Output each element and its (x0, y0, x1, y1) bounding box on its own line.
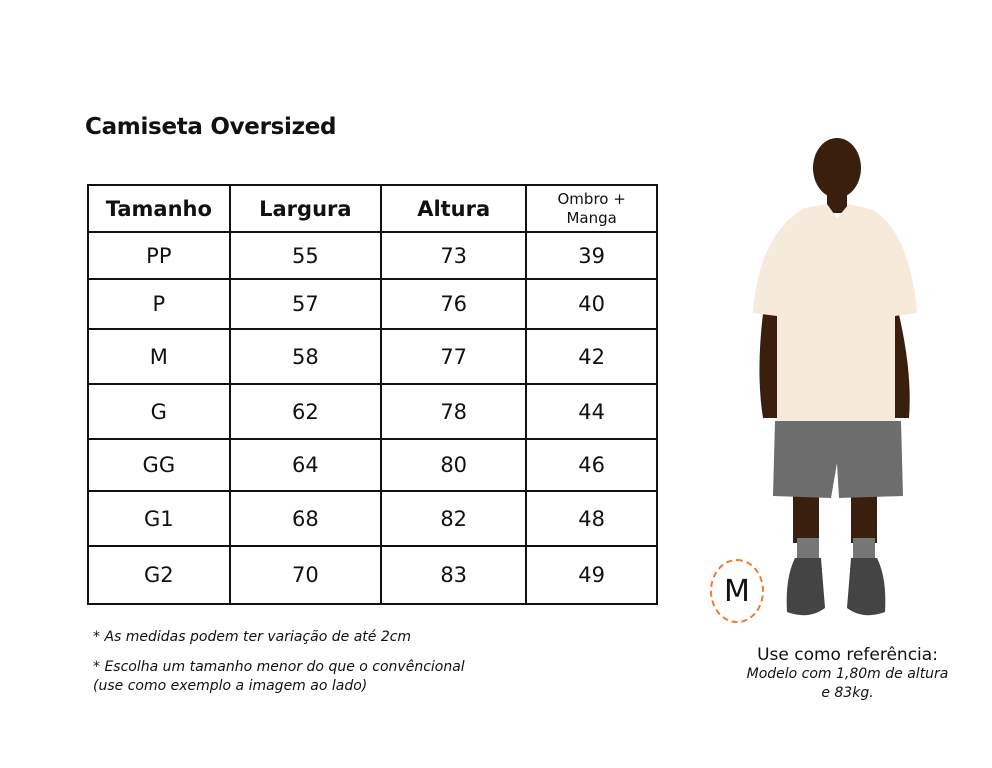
header-ombro-manga: Ombro + Manga (525, 184, 658, 233)
size-table: Tamanho Largura Altura Ombro + Manga PP 5… (87, 184, 658, 605)
table-row: PP 55 73 39 (87, 231, 658, 280)
cell-altura: 77 (380, 328, 528, 385)
note-size-advice: * Escolha um tamanho menor do que o conv… (93, 659, 465, 675)
cell-ombro-manga: 48 (525, 490, 658, 547)
cell-ombro-manga: 49 (525, 545, 658, 605)
cell-ombro-manga: 46 (525, 438, 658, 492)
model-sock-left (797, 538, 819, 563)
cell-ombro-manga: 44 (525, 383, 658, 440)
cell-size: G (87, 383, 231, 440)
table-row: G1 68 82 48 (87, 490, 658, 547)
reference-line-2: e 83kg. (821, 685, 874, 701)
model-sock-right (853, 538, 875, 563)
cell-altura: 82 (380, 490, 528, 547)
cell-largura: 64 (228, 438, 383, 492)
cell-altura: 73 (380, 231, 528, 280)
page-title: Camiseta Oversized (85, 114, 337, 140)
note-variation: * As medidas podem ter variação de até 2… (93, 629, 412, 645)
cell-altura: 78 (380, 383, 528, 440)
cell-size: G2 (87, 545, 231, 605)
header-tamanho: Tamanho (87, 184, 231, 233)
note-example: (use como exemplo a imagem ao lado) (93, 678, 368, 694)
model-shirt (753, 204, 917, 423)
header-altura: Altura (380, 184, 528, 233)
table-row: M 58 77 42 (87, 328, 658, 385)
cell-largura: 58 (228, 328, 383, 385)
model-shoe-left (786, 558, 825, 616)
model-size-badge: M (710, 559, 764, 623)
cell-size: P (87, 278, 231, 330)
cell-ombro-manga: 39 (525, 231, 658, 280)
table-header-row: Tamanho Largura Altura Ombro + Manga (87, 184, 658, 233)
cell-size: PP (87, 231, 231, 280)
cell-largura: 57 (228, 278, 383, 330)
cell-size: M (87, 328, 231, 385)
cell-altura: 83 (380, 545, 528, 605)
cell-size: G1 (87, 490, 231, 547)
table-row: G 62 78 44 (87, 383, 658, 440)
cell-altura: 80 (380, 438, 528, 492)
model-shoe-right (847, 558, 886, 616)
cell-size: GG (87, 438, 231, 492)
header-largura: Largura (228, 184, 383, 233)
cell-ombro-manga: 40 (525, 278, 658, 330)
cell-largura: 70 (228, 545, 383, 605)
cell-ombro-manga: 42 (525, 328, 658, 385)
model-shorts (773, 421, 903, 498)
reference-line-1: Modelo com 1,80m de altura (746, 666, 949, 682)
cell-altura: 76 (380, 278, 528, 330)
model-reference: Use como referência: Modelo com 1,80m de… (720, 645, 975, 703)
cell-largura: 55 (228, 231, 383, 280)
table-row: GG 64 80 46 (87, 438, 658, 492)
table-row: G2 70 83 49 (87, 545, 658, 605)
reference-heading: Use como referência: (757, 645, 938, 665)
model-illustration (753, 138, 917, 616)
cell-largura: 62 (228, 383, 383, 440)
cell-largura: 68 (228, 490, 383, 547)
table-row: P 57 76 40 (87, 278, 658, 330)
